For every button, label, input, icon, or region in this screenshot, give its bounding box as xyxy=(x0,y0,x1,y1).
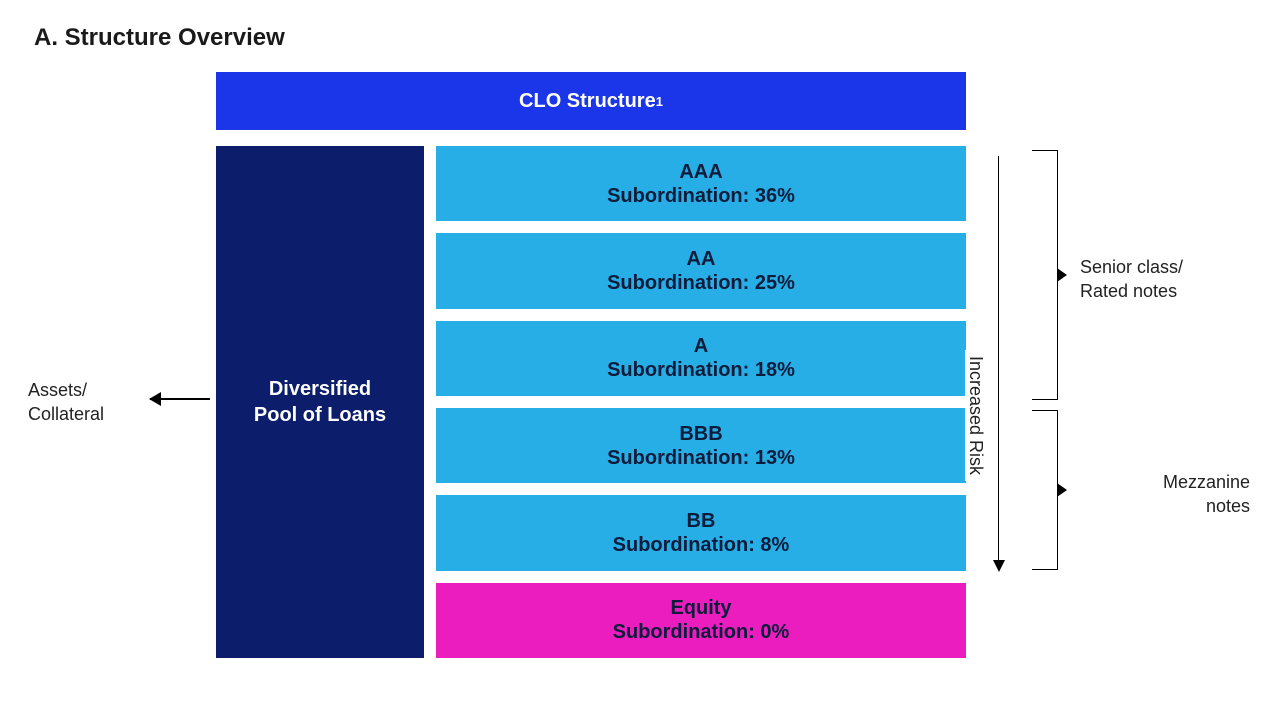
tranche-subordination: Subordination: 8% xyxy=(613,533,790,557)
header-footnote: 1 xyxy=(656,94,663,109)
tranche-subordination: Subordination: 18% xyxy=(607,358,795,382)
tranche-equity: Equity Subordination: 0% xyxy=(436,583,966,658)
left-arrow-icon xyxy=(150,398,210,400)
increased-risk-arrowhead-icon xyxy=(993,560,1005,572)
bracket-nub-icon xyxy=(1057,268,1067,282)
tranche-rating: BBB xyxy=(679,422,722,446)
mezzanine-notes-label: Mezzaninenotes xyxy=(1080,470,1250,519)
section-title: A. Structure Overview xyxy=(34,24,285,52)
tranche-subordination: Subordination: 36% xyxy=(607,184,795,208)
tranche-subordination: Subordination: 25% xyxy=(607,271,795,295)
tranche-rating: AA xyxy=(687,247,716,271)
pool-label: DiversifiedPool of Loans xyxy=(254,376,386,428)
tranche-aa: AA Subordination: 25% xyxy=(436,233,966,308)
header-text: CLO Structure xyxy=(519,90,656,113)
tranche-rating: AAA xyxy=(679,160,722,184)
tranche-rating: BB xyxy=(687,509,716,533)
mezzanine-bracket-icon xyxy=(1032,410,1058,570)
tranche-subordination: Subordination: 13% xyxy=(607,446,795,470)
tranche-bb: BB Subordination: 8% xyxy=(436,495,966,570)
bracket-nub-icon xyxy=(1057,483,1067,497)
diversified-pool-box: DiversifiedPool of Loans xyxy=(216,146,424,658)
tranche-aaa: AAA Subordination: 36% xyxy=(436,146,966,221)
tranche-a: A Subordination: 18% xyxy=(436,321,966,396)
senior-bracket-icon xyxy=(1032,150,1058,400)
tranche-rating: Equity xyxy=(670,596,731,620)
increased-risk-line xyxy=(998,156,999,566)
clo-structure-header: CLO Structure1 xyxy=(216,72,966,130)
tranche-stack: AAA Subordination: 36% AA Subordination:… xyxy=(436,146,966,658)
tranche-rating: A xyxy=(694,334,708,358)
tranche-subordination: Subordination: 0% xyxy=(613,620,790,644)
increased-risk-label: Increased Risk xyxy=(965,350,986,481)
senior-class-label: Senior class/Rated notes xyxy=(1080,255,1250,304)
tranche-bbb: BBB Subordination: 13% xyxy=(436,408,966,483)
